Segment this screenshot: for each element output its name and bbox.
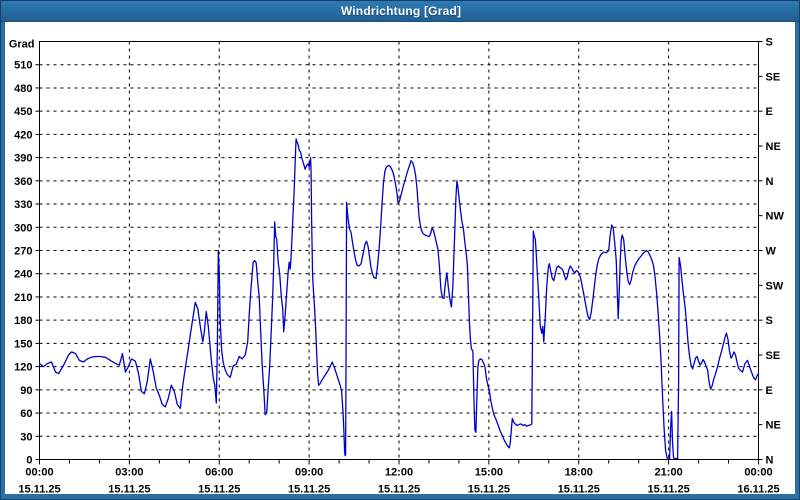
y-axis-tick-label: 360 [14, 176, 32, 188]
y-axis-tick-label: 210 [14, 292, 32, 304]
compass-label: S [766, 315, 773, 327]
y-axis-tick-label: 510 [14, 60, 32, 72]
compass-label: SE [766, 71, 781, 83]
compass-label: S [766, 37, 773, 49]
compass-label: E [766, 106, 773, 118]
y-axis-tick-label: 300 [14, 222, 32, 234]
y-axis-tick-label: 270 [14, 246, 32, 258]
y-axis-tick-label: 90 [20, 385, 32, 397]
window-frame-bottom [1, 494, 799, 499]
compass-label: NE [766, 141, 781, 153]
date-label: 15.11.25 [468, 484, 510, 496]
time-label: 15:00 [475, 467, 503, 479]
compass-label: N [766, 176, 774, 188]
date-label: 15.11.25 [648, 484, 690, 496]
y-axis-title: Grad [9, 39, 35, 51]
y-axis-tick-label: 180 [14, 315, 32, 327]
plot-frame [39, 41, 759, 460]
time-label: 12:00 [385, 467, 413, 479]
compass-label: SW [766, 280, 784, 292]
y-axis-tick-label: 30 [20, 431, 32, 443]
time-label: 00:00 [25, 467, 53, 479]
date-label: 15.11.25 [108, 484, 150, 496]
compass-label: N [766, 455, 774, 467]
y-axis-tick-label: 60 [20, 408, 32, 420]
window-titlebar[interactable]: Windrichtung [Grad] [1, 1, 799, 22]
window-frame-left [1, 21, 5, 499]
date-label: 15.11.25 [288, 484, 330, 496]
y-axis-tick-label: 390 [14, 153, 32, 165]
date-label: 15.11.25 [18, 484, 60, 496]
window-title: Windrichtung [Grad] [340, 4, 462, 18]
date-label: 15.11.25 [198, 484, 240, 496]
y-axis-tick-label: 0 [26, 455, 32, 467]
time-label: 06:00 [205, 467, 233, 479]
y-axis-tick-label: 450 [14, 106, 32, 118]
compass-label: SE [766, 350, 781, 362]
y-axis-tick-label: 330 [14, 199, 32, 211]
wind-direction-line [38, 138, 760, 460]
date-label: 15.11.25 [558, 484, 600, 496]
time-label: 21:00 [655, 467, 683, 479]
window-frame-right [795, 21, 799, 499]
y-axis-tick-label: 480 [14, 83, 32, 95]
y-axis-tick-label: 420 [14, 129, 32, 141]
time-label: 03:00 [115, 467, 143, 479]
date-label: 15.11.25 [378, 484, 420, 496]
date-label: 16.11.25 [737, 484, 779, 496]
time-label: 18:00 [565, 467, 593, 479]
compass-label: NW [766, 211, 785, 223]
y-axis-tick-label: 120 [14, 362, 32, 374]
time-label: 09:00 [295, 467, 323, 479]
y-axis-tick-label: 150 [14, 338, 32, 350]
compass-label: NE [766, 420, 781, 432]
compass-label: W [766, 246, 777, 258]
compass-label: E [766, 385, 773, 397]
y-axis-tick-label: 240 [14, 269, 32, 281]
time-label: 00:00 [744, 467, 772, 479]
